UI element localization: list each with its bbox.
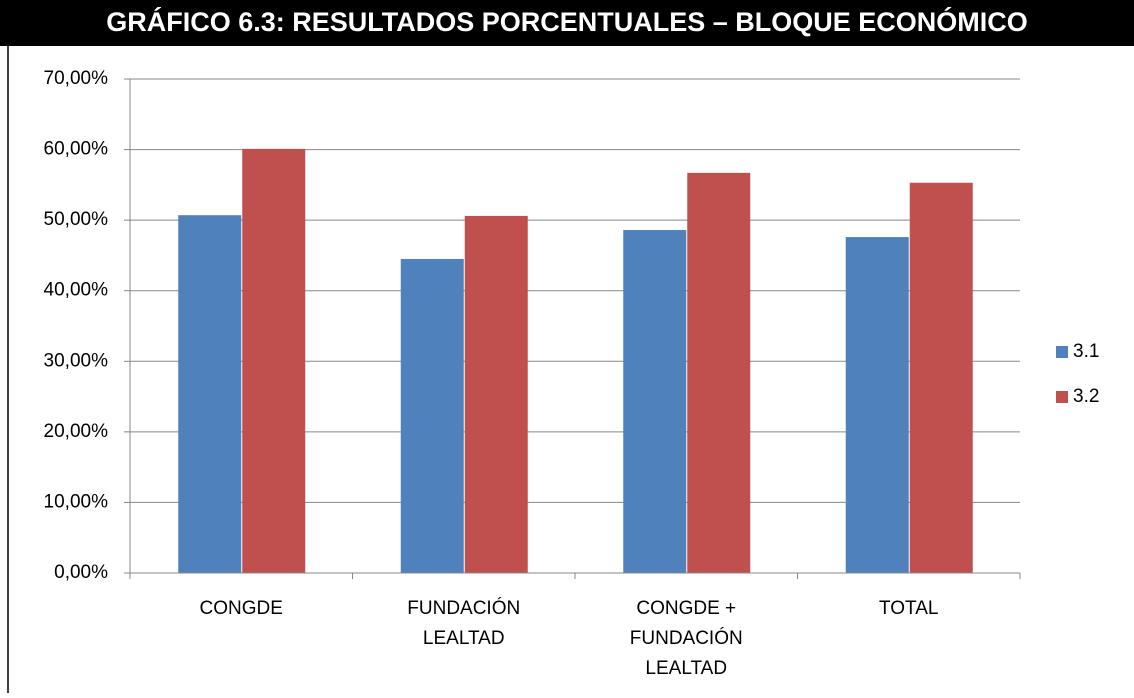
x-tick-label-line: LEALTAD <box>423 628 505 649</box>
y-tick-label: 30,00% <box>44 350 109 371</box>
x-tick-label-line: CONGDE + <box>636 598 736 619</box>
x-tick-label: CONGDE <box>200 598 283 619</box>
x-tick-label: TOTAL <box>879 598 938 619</box>
y-tick-label: 70,00% <box>44 68 109 89</box>
x-tick-label-line: CONGDE <box>200 598 283 619</box>
bar <box>909 182 973 574</box>
y-tick-label: 50,00% <box>44 209 109 230</box>
bar <box>687 172 751 574</box>
x-tick-label-line: LEALTAD <box>645 658 727 679</box>
y-tick-label: 20,00% <box>44 421 109 442</box>
bar <box>464 215 528 573</box>
x-tick-label-line: FUNDACIÓN <box>407 597 520 619</box>
bar <box>623 230 687 573</box>
legend-swatch <box>1056 346 1068 358</box>
legend-label: 3.1 <box>1073 341 1099 362</box>
y-tick-label: 60,00% <box>44 139 109 160</box>
y-tick-label: 10,00% <box>44 491 109 512</box>
x-tick-label: CONGDE + FUNDACIÓN LEALTAD <box>630 598 743 679</box>
legend-swatch <box>1056 391 1068 403</box>
bar <box>400 258 464 573</box>
y-tick-label: 0,00% <box>54 562 108 583</box>
bar <box>178 215 242 573</box>
bar <box>242 148 306 573</box>
x-tick-label-line: TOTAL <box>879 598 938 619</box>
bar <box>845 237 909 573</box>
x-tick-label-line: FUNDACIÓN <box>630 627 743 649</box>
x-tick-label: FUNDACIÓN LEALTAD <box>407 597 520 649</box>
chart-title: GRÁFICO 6.3: RESULTADOS PORCENTUALES – B… <box>106 6 1028 37</box>
y-tick-label: 40,00% <box>44 280 109 301</box>
legend-label: 3.2 <box>1073 386 1099 407</box>
title-bar <box>0 0 1134 46</box>
